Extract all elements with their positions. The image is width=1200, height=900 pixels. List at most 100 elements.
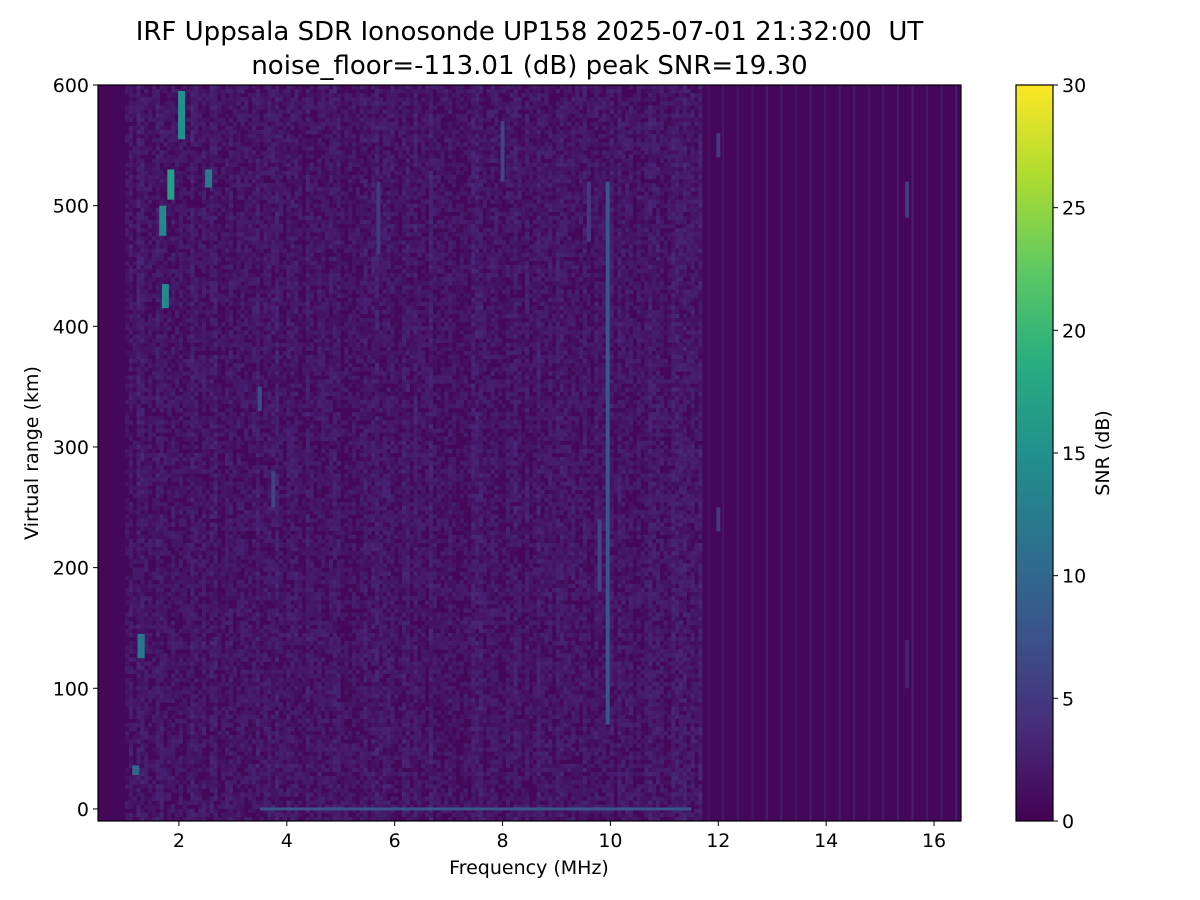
noise-cell <box>179 306 183 310</box>
noise-cell <box>183 330 187 334</box>
noise-cell <box>194 731 198 735</box>
noise-cell <box>140 97 144 101</box>
noise-cell <box>137 114 141 118</box>
noise-cell <box>167 641 171 645</box>
noise-cell <box>179 208 183 212</box>
noise-cell <box>183 371 187 375</box>
noise-cell <box>160 678 164 682</box>
noise-cell <box>137 167 141 171</box>
noise-cell <box>148 764 152 768</box>
noise-cell <box>125 306 129 310</box>
noise-cell <box>206 776 210 780</box>
noise-cell <box>140 600 144 604</box>
noise-cell <box>125 686 129 690</box>
noise-cell <box>210 298 214 302</box>
noise-cell <box>140 747 144 751</box>
noise-cell <box>144 167 148 171</box>
noise-cell <box>179 535 183 539</box>
noise-cell <box>125 588 129 592</box>
noise-cell <box>217 191 221 195</box>
noise-cell <box>171 514 175 518</box>
noise-cell <box>213 306 217 310</box>
noise-cell <box>129 751 133 755</box>
noise-cell <box>133 326 137 330</box>
noise-cell <box>183 551 187 555</box>
noise-cell <box>167 531 171 535</box>
noise-cell <box>179 396 183 400</box>
noise-cell <box>187 404 191 408</box>
noise-cell <box>156 322 160 326</box>
noise-cell <box>163 392 167 396</box>
noise-cell <box>175 167 179 171</box>
noise-cell <box>137 698 141 702</box>
noise-cell <box>171 682 175 686</box>
noise-cell <box>190 764 194 768</box>
noise-cell <box>137 257 141 261</box>
noise-cell <box>137 396 141 400</box>
noise-cell <box>125 694 129 698</box>
noise-cell <box>179 159 183 163</box>
noise-cell <box>167 159 171 163</box>
noise-cell <box>206 645 210 649</box>
noise-cell <box>167 105 171 109</box>
noise-cell <box>160 531 164 535</box>
noise-cell <box>137 531 141 535</box>
noise-cell <box>198 142 202 146</box>
noise-cell <box>148 625 152 629</box>
noise-cell <box>167 236 171 240</box>
noise-cell <box>217 371 221 375</box>
noise-cell <box>190 780 194 784</box>
noise-cell <box>194 608 198 612</box>
noise-cell <box>187 580 191 584</box>
noise-cell <box>140 453 144 457</box>
noise-cell <box>152 138 156 142</box>
noise-cell <box>129 698 133 702</box>
noise-cell <box>129 486 133 490</box>
noise-cell <box>137 539 141 543</box>
noise-cell <box>137 269 141 273</box>
noise-cell <box>144 163 148 167</box>
noise-cell <box>175 719 179 723</box>
noise-cell <box>202 629 206 633</box>
noise-cell <box>137 179 141 183</box>
noise-cell <box>190 801 194 805</box>
noise-cell <box>144 482 148 486</box>
noise-cell <box>133 318 137 322</box>
noise-cell <box>183 707 187 711</box>
noise-cell <box>187 723 191 727</box>
noise-cell <box>144 101 148 105</box>
noise-cell <box>171 465 175 469</box>
noise-cell <box>160 801 164 805</box>
noise-cell <box>133 625 137 629</box>
noise-cell <box>217 281 221 285</box>
noise-cell <box>183 584 187 588</box>
noise-cell <box>179 232 183 236</box>
noise-cell <box>210 355 214 359</box>
noise-cell <box>175 253 179 257</box>
noise-cell <box>129 249 133 253</box>
noise-cell <box>202 326 206 330</box>
noise-cell <box>190 351 194 355</box>
noise-cell <box>190 768 194 772</box>
noise-cell <box>129 715 133 719</box>
noise-cell <box>210 101 214 105</box>
noise-cell <box>194 187 198 191</box>
noise-cell <box>206 232 210 236</box>
noise-cell <box>133 776 137 780</box>
noise-cell <box>210 760 214 764</box>
noise-cell <box>194 261 198 265</box>
noise-cell <box>198 502 202 506</box>
noise-cell <box>206 155 210 159</box>
noise-cell <box>202 453 206 457</box>
noise-cell <box>210 567 214 571</box>
noise-cell <box>171 633 175 637</box>
noise-cell <box>206 805 210 809</box>
noise-cell <box>156 617 160 621</box>
noise-cell <box>129 576 133 580</box>
noise-cell <box>160 747 164 751</box>
noise-cell <box>140 326 144 330</box>
noise-cell <box>198 523 202 527</box>
noise-cell <box>148 146 152 150</box>
noise-cell <box>179 400 183 404</box>
noise-cell <box>156 612 160 616</box>
